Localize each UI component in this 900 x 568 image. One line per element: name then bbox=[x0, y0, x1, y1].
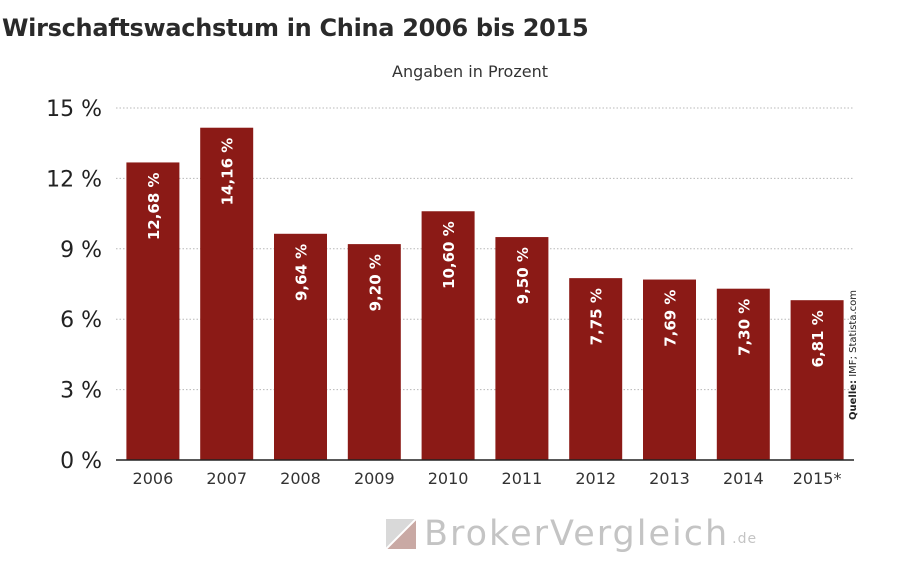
bars: 12,68 % 14,16 % 9,64 % 9,20 % 10,60 % 9,50 % 7… bbox=[126, 127, 844, 460]
x-tick-label: 2011 bbox=[502, 469, 543, 488]
x-tick-label: 2009 bbox=[354, 469, 395, 488]
bar-data-label: 9,64 % bbox=[293, 244, 311, 301]
y-tick-label: 3 % bbox=[60, 379, 102, 404]
x-tick-label: 2014 bbox=[723, 469, 764, 488]
bar-data-label: 6,81 % bbox=[809, 310, 827, 367]
y-tick-label: 15 % bbox=[46, 97, 102, 122]
bar bbox=[126, 162, 180, 460]
bar-data-label: 7,75 % bbox=[588, 288, 606, 345]
bar-data-label: 9,20 % bbox=[366, 254, 384, 311]
x-tick-label: 2008 bbox=[280, 469, 321, 488]
x-tick-label: 2010 bbox=[428, 469, 469, 488]
source-label: Quelle: bbox=[848, 379, 859, 420]
bar-data-label: 14,16 % bbox=[219, 138, 237, 206]
bar bbox=[347, 244, 401, 460]
x-tick-label: 2006 bbox=[133, 469, 174, 488]
bar bbox=[495, 237, 549, 460]
x-tick-label: 2015* bbox=[793, 469, 842, 488]
y-tick-label: 6 % bbox=[60, 308, 102, 333]
bar bbox=[274, 233, 327, 460]
bar bbox=[790, 300, 844, 460]
source-text: IMF; Statista.com bbox=[848, 289, 859, 377]
bar-data-label: 12,68 % bbox=[145, 172, 163, 240]
bar-data-label: 9,50 % bbox=[514, 247, 532, 304]
bar-data-label: 7,69 % bbox=[662, 290, 680, 347]
y-tick-label: 0 % bbox=[60, 449, 102, 474]
chart-subtitle: Angaben in Prozent bbox=[392, 62, 548, 81]
brand-logo-icon bbox=[386, 519, 416, 549]
bar-data-label: 10,60 % bbox=[440, 221, 458, 289]
bar-data-label: 7,30 % bbox=[735, 299, 753, 356]
bar bbox=[569, 278, 623, 460]
y-tick-label: 9 % bbox=[60, 238, 102, 263]
y-tick-label: 12 % bbox=[46, 167, 102, 192]
bar bbox=[716, 288, 770, 460]
x-tick-label: 2007 bbox=[206, 469, 247, 488]
y-axis-tick-labels: 0 % 3 % 6 % 9 % 12 % 15 % bbox=[46, 97, 102, 474]
brand-watermark: BrokerVergleich .de bbox=[386, 516, 757, 552]
bar bbox=[643, 279, 696, 460]
bar bbox=[200, 127, 254, 460]
source-note: Quelle: IMF; Statista.com bbox=[848, 240, 859, 420]
brand-tld: .de bbox=[732, 531, 758, 547]
x-tick-label: 2013 bbox=[649, 469, 690, 488]
x-tick-label: 2012 bbox=[575, 469, 616, 488]
bar bbox=[421, 211, 475, 460]
brand-name: BrokerVergleich bbox=[424, 514, 730, 554]
x-axis-tick-labels: 2006 2007 2008 2009 2010 2011 2012 2013 2014 2015… bbox=[133, 469, 842, 488]
chart-title: Wirschaftswachstum in China 2006 bis 201… bbox=[2, 14, 589, 42]
